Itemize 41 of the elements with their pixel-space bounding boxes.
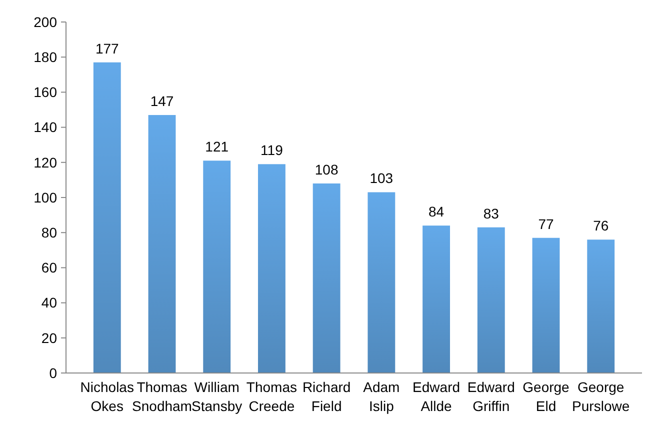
y-tick-label: 100 [34, 189, 58, 206]
data-label: 103 [370, 170, 394, 186]
bar [93, 62, 121, 373]
bar [422, 226, 450, 373]
bar [532, 238, 560, 373]
data-label: 177 [95, 40, 120, 56]
x-tick-label: George Purslowe [572, 379, 630, 414]
x-tick-label: William Stansby [192, 379, 242, 414]
y-tick-label: 140 [34, 119, 58, 136]
x-tick-label: Nicholas Okes [80, 379, 134, 414]
data-label: 84 [428, 204, 444, 220]
x-tick-label: Edward Griffin [467, 379, 515, 414]
y-tick-label: 200 [34, 14, 58, 30]
data-label: 119 [260, 142, 284, 158]
y-tick-label: 160 [34, 84, 58, 100]
y-tick-label: 180 [34, 49, 58, 65]
bar [258, 164, 286, 373]
data-label: 83 [483, 205, 500, 222]
y-tick-label: 0 [49, 364, 58, 381]
data-label: 108 [314, 161, 338, 178]
x-tick-label: George Eld [522, 379, 570, 414]
data-label: 77 [538, 216, 554, 232]
bar [312, 183, 340, 373]
y-tick-label: 20 [41, 330, 58, 346]
y-tick-label: 120 [34, 154, 58, 170]
x-tick-label: Adam Islip [363, 379, 400, 414]
data-label: 76 [593, 218, 609, 234]
bar [148, 115, 176, 373]
data-label: 147 [150, 93, 174, 110]
bar [587, 240, 615, 373]
x-tick-label: Thomas Snodham [132, 379, 192, 414]
bar [477, 227, 505, 373]
y-tick-label: 80 [41, 224, 58, 240]
data-label: 121 [205, 138, 229, 155]
x-tick-label: Richard Field [302, 379, 351, 414]
x-tick-label: Thomas Creede [246, 379, 298, 414]
bar [368, 192, 396, 373]
bar [203, 160, 231, 373]
x-tick-label: Edward Allde [412, 379, 460, 414]
y-tick-label: 60 [41, 260, 58, 276]
y-tick-label: 40 [41, 294, 58, 311]
